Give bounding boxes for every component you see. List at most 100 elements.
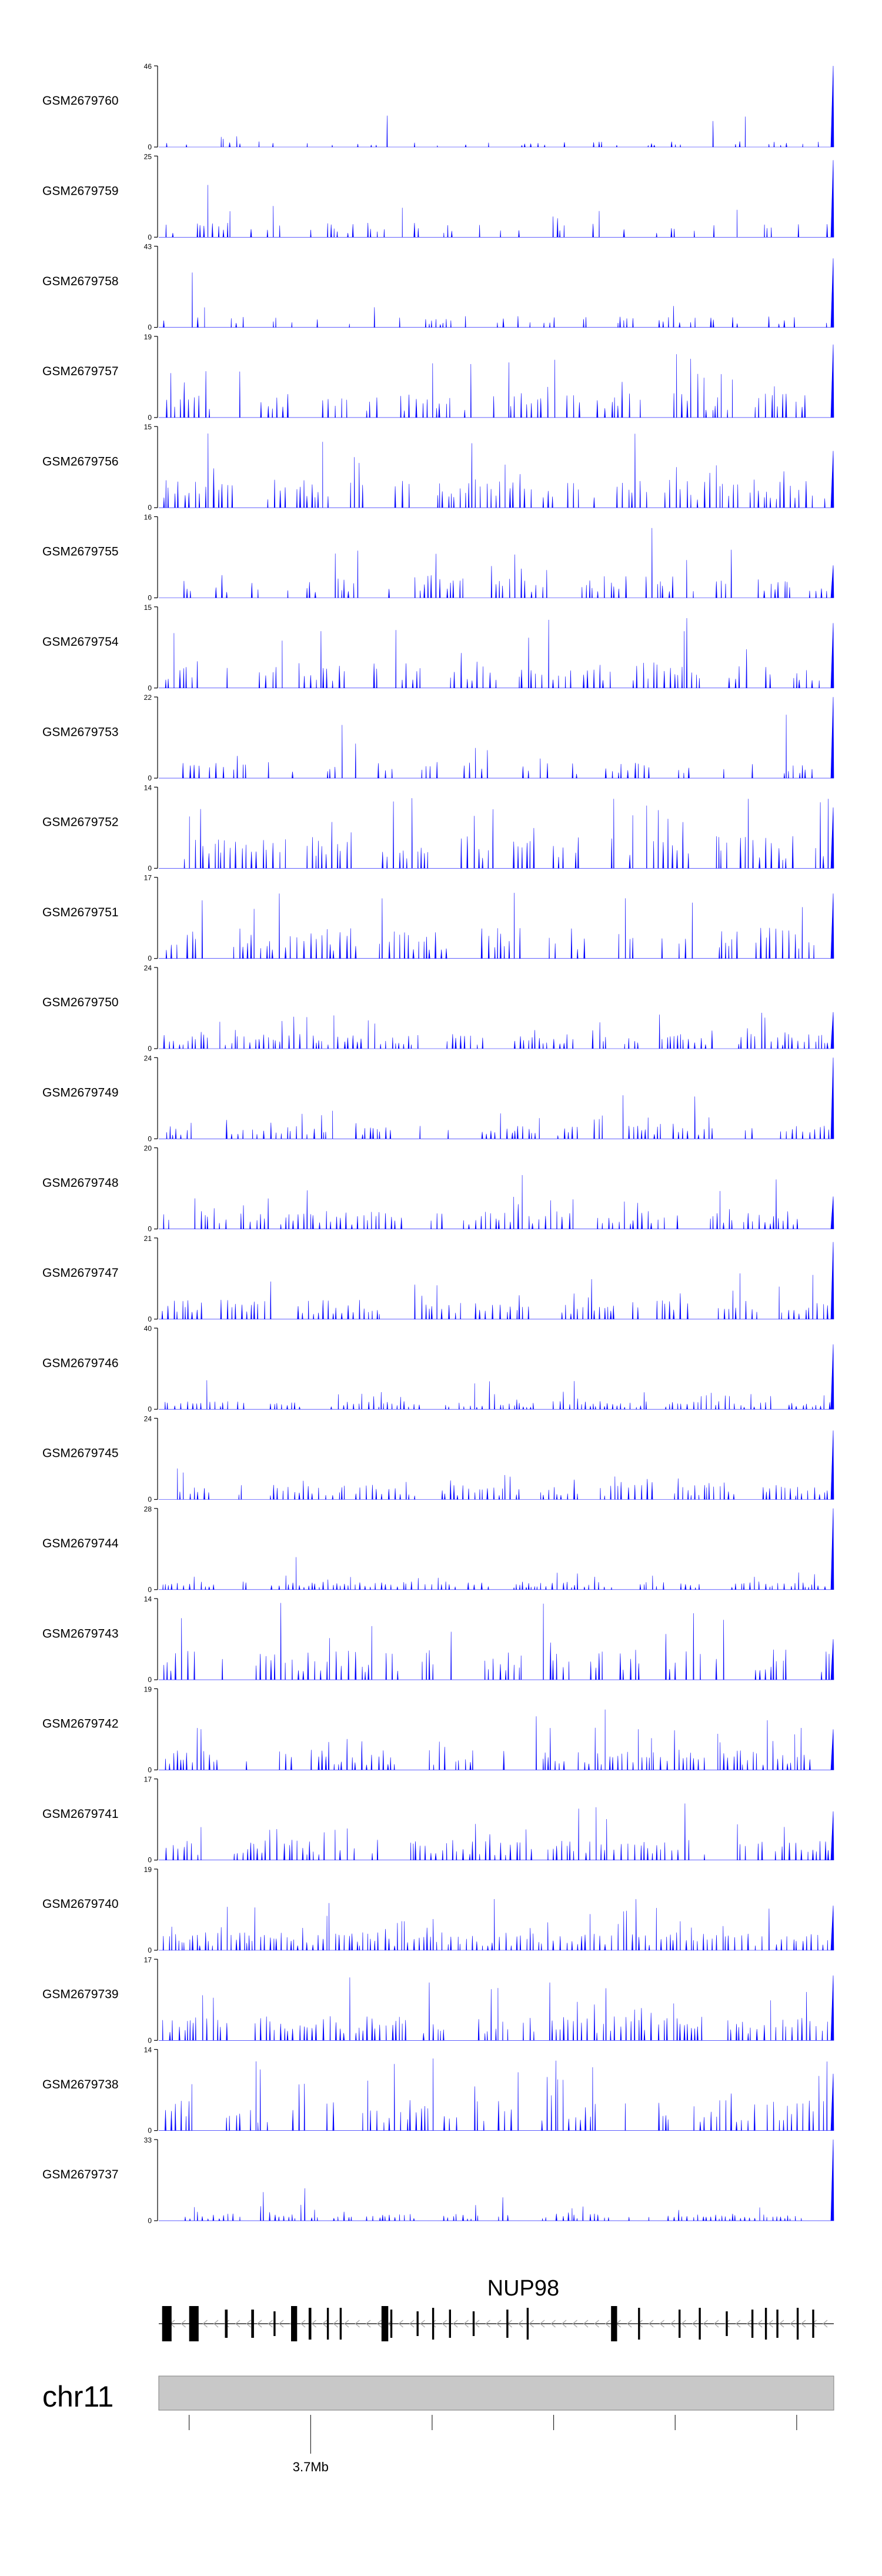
track-GSM2679744: GSM2679744 28 0	[42, 1505, 834, 1594]
track-GSM2679750: GSM2679750 24 0	[42, 964, 834, 1053]
y-min-label: 0	[148, 323, 152, 332]
exon	[776, 2310, 779, 2338]
exon	[679, 2310, 681, 2338]
track-label: GSM2679742	[42, 1717, 119, 1731]
y-max-label: 15	[144, 603, 152, 612]
exon	[162, 2306, 172, 2341]
y-max-label: 19	[144, 1866, 152, 1874]
track-GSM2679740: GSM2679740 19 0	[42, 1866, 834, 1954]
y-min-label: 0	[148, 1676, 152, 1684]
strand-arrow	[257, 2320, 262, 2328]
strand-arrow	[496, 2320, 502, 2328]
y-min-label: 0	[148, 1315, 152, 1323]
signal-area	[159, 65, 834, 148]
track-GSM2679760: GSM2679760 46 0	[42, 62, 834, 151]
strand-arrow	[463, 2320, 469, 2328]
exon	[390, 2310, 393, 2338]
exon	[611, 2306, 617, 2341]
y-min-label: 0	[148, 774, 152, 782]
strand-arrow	[181, 2320, 186, 2328]
y-max-label: 24	[144, 1415, 152, 1423]
signal-area	[159, 1508, 834, 1590]
track-label: GSM2679739	[42, 1988, 119, 2001]
y-max-label: 43	[144, 243, 152, 251]
exon	[273, 2311, 276, 2336]
track-label: GSM2679754	[42, 635, 119, 649]
y-max-label: 17	[144, 874, 152, 882]
track-GSM2679759: GSM2679759 25 0	[42, 152, 834, 241]
y-min-label: 0	[148, 684, 152, 692]
track-label: GSM2679751	[42, 906, 119, 919]
track-GSM2679749: GSM2679749 24 0	[42, 1054, 834, 1143]
track-GSM2679753: GSM2679753 22 0	[42, 693, 834, 782]
strand-arrow	[333, 2320, 338, 2328]
gene-label: NUP98	[487, 2276, 560, 2301]
exon	[764, 2308, 767, 2340]
strand-arrow	[692, 2320, 697, 2328]
strand-arrow	[431, 2320, 436, 2328]
exon	[638, 2308, 640, 2340]
y-max-label: 19	[144, 333, 152, 341]
y-max-label: 46	[144, 62, 152, 71]
strand-arrow	[235, 2320, 240, 2328]
y-min-label: 0	[148, 1045, 152, 1053]
exon	[812, 2310, 814, 2338]
signal-area	[159, 697, 834, 779]
track-GSM2679751: GSM2679751 17 0	[42, 874, 834, 963]
y-max-label: 28	[144, 1505, 152, 1513]
signal-area	[159, 2058, 834, 2131]
strand-arrow	[724, 2320, 730, 2328]
track-GSM2679737: GSM2679737 33 0	[42, 2136, 834, 2225]
signal-area	[159, 2139, 834, 2221]
track-label: GSM2679738	[42, 2078, 119, 2091]
axis-tick-label: 3.7Mb	[293, 2460, 329, 2474]
track-label: GSM2679750	[42, 996, 119, 1009]
exon	[416, 2311, 419, 2336]
strand-arrow	[583, 2320, 589, 2328]
exon	[726, 2311, 728, 2336]
strand-arrow	[736, 2320, 741, 2328]
signal-area	[159, 344, 834, 418]
signal-area	[159, 160, 834, 238]
signal-area	[159, 528, 834, 598]
strand-arrow	[409, 2320, 415, 2328]
y-min-label: 0	[148, 413, 152, 422]
strand-arrow	[202, 2320, 208, 2328]
signal-area	[159, 258, 834, 328]
track-GSM2679757: GSM2679757 19 0	[42, 333, 834, 422]
signal-area	[159, 433, 834, 508]
track-GSM2679742: GSM2679742 19 0	[42, 1685, 834, 1774]
y-min-label: 0	[148, 1946, 152, 1954]
strand-arrow	[627, 2320, 632, 2328]
exon	[225, 2310, 228, 2338]
strand-arrow	[485, 2320, 490, 2328]
y-max-label: 25	[144, 152, 152, 161]
y-max-label: 17	[144, 1776, 152, 1784]
track-GSM2679745: GSM2679745 24 0	[42, 1415, 834, 1504]
track-label: GSM2679752	[42, 816, 119, 829]
y-max-label: 14	[144, 1595, 152, 1603]
strand-arrow	[322, 2320, 328, 2328]
signal-area	[159, 1430, 834, 1500]
strand-arrow	[279, 2320, 284, 2328]
strand-arrow	[442, 2320, 447, 2328]
strand-arrow	[344, 2320, 349, 2328]
y-min-label: 0	[148, 1134, 152, 1143]
y-max-label: 15	[144, 423, 152, 431]
track-label: GSM2679744	[42, 1537, 119, 1550]
track-GSM2679752: GSM2679752 14 0	[42, 783, 834, 872]
track-label: GSM2679749	[42, 1086, 119, 1100]
strand-arrow	[540, 2320, 545, 2328]
signal-area	[159, 1174, 834, 1229]
y-max-label: 17	[144, 1956, 152, 1964]
y-min-label: 0	[148, 594, 152, 602]
y-max-label: 16	[144, 513, 152, 522]
strand-arrow	[562, 2320, 567, 2328]
signal-area	[159, 1344, 834, 1410]
exon	[308, 2308, 312, 2340]
track-label: GSM2679758	[42, 275, 119, 288]
track-label: GSM2679745	[42, 1447, 119, 1460]
strand-arrow	[475, 2320, 480, 2328]
strand-arrow	[355, 2320, 360, 2328]
